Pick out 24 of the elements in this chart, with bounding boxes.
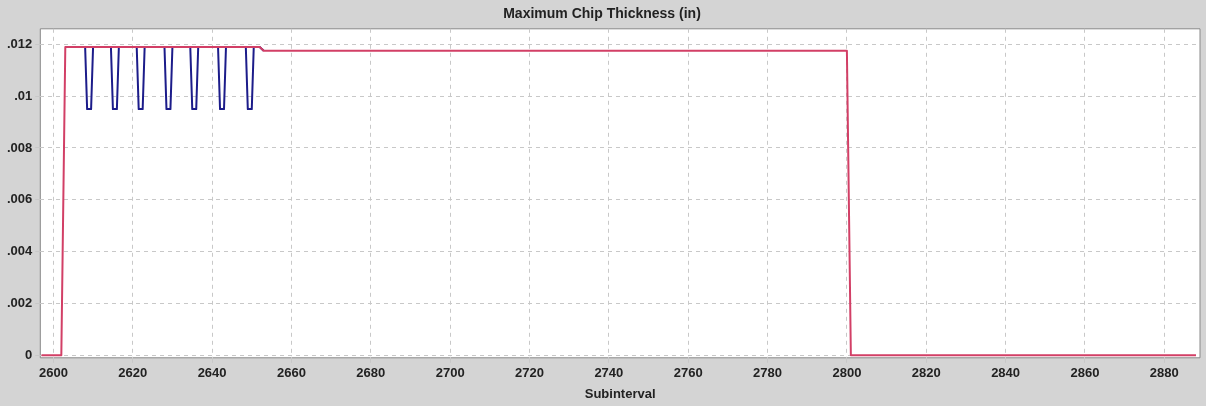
y-tick-label: .002 <box>6 294 33 310</box>
y-tick-label: .006 <box>6 191 33 207</box>
x-tick-label: 2840 <box>991 365 1021 381</box>
chart-title: Maximum Chip Thickness (in) <box>503 5 701 22</box>
x-tick-label: 2660 <box>276 365 306 381</box>
y-tick-label: .012 <box>6 35 33 51</box>
x-tick-label: 2780 <box>753 365 782 381</box>
x-tick-label: 2880 <box>1149 365 1179 381</box>
x-tick-label: 2620 <box>118 365 148 381</box>
x-tick-label: 2820 <box>911 365 941 381</box>
x-tick-label: 2680 <box>356 365 386 381</box>
x-tick-label: 2740 <box>594 365 624 381</box>
x-tick-label: 2800 <box>832 365 862 381</box>
y-tick-label: 0 <box>25 346 33 362</box>
x-tick-label: 2860 <box>1070 365 1100 381</box>
x-axis-title: Subinterval <box>584 385 656 401</box>
y-tick-label: .008 <box>6 139 33 155</box>
x-tick-label: 2760 <box>673 365 703 381</box>
x-tick-label: 2640 <box>197 365 227 381</box>
x-tick-label: 2600 <box>38 365 68 381</box>
x-tick-label: 2700 <box>435 365 465 381</box>
y-tick-label: .004 <box>6 243 34 259</box>
y-tick-label: .01 <box>14 87 33 103</box>
x-tick-label: 2720 <box>515 365 544 381</box>
